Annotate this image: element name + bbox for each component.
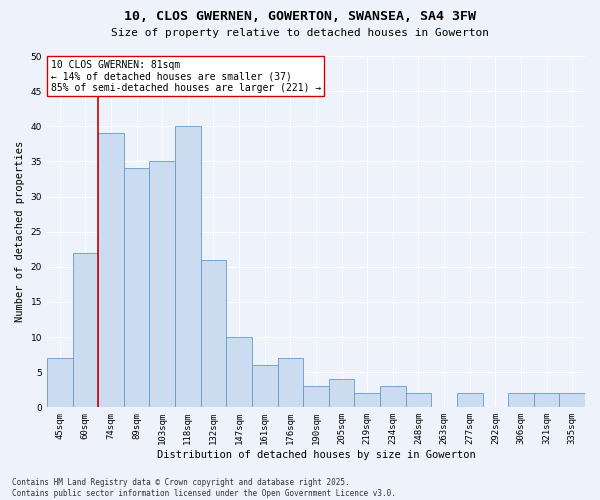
Bar	[380, 386, 406, 407]
Bar	[355, 394, 380, 407]
Bar	[508, 394, 534, 407]
Text: Size of property relative to detached houses in Gowerton: Size of property relative to detached ho…	[111, 28, 489, 38]
Bar	[329, 379, 355, 408]
Bar	[149, 162, 175, 408]
Bar	[534, 394, 559, 407]
Text: Contains HM Land Registry data © Crown copyright and database right 2025.
Contai: Contains HM Land Registry data © Crown c…	[12, 478, 396, 498]
Bar	[175, 126, 200, 408]
Text: 10 CLOS GWERNEN: 81sqm
← 14% of detached houses are smaller (37)
85% of semi-det: 10 CLOS GWERNEN: 81sqm ← 14% of detached…	[51, 60, 321, 92]
Text: 10, CLOS GWERNEN, GOWERTON, SWANSEA, SA4 3FW: 10, CLOS GWERNEN, GOWERTON, SWANSEA, SA4…	[124, 10, 476, 23]
Bar	[457, 394, 482, 407]
Bar	[406, 394, 431, 407]
Bar	[124, 168, 149, 408]
Bar	[98, 134, 124, 407]
Bar	[252, 365, 278, 408]
Bar	[73, 252, 98, 408]
Bar	[226, 337, 252, 407]
Bar	[278, 358, 303, 408]
Y-axis label: Number of detached properties: Number of detached properties	[15, 141, 25, 322]
Bar	[47, 358, 73, 408]
X-axis label: Distribution of detached houses by size in Gowerton: Distribution of detached houses by size …	[157, 450, 475, 460]
Bar	[559, 394, 585, 407]
Bar	[200, 260, 226, 408]
Bar	[303, 386, 329, 407]
